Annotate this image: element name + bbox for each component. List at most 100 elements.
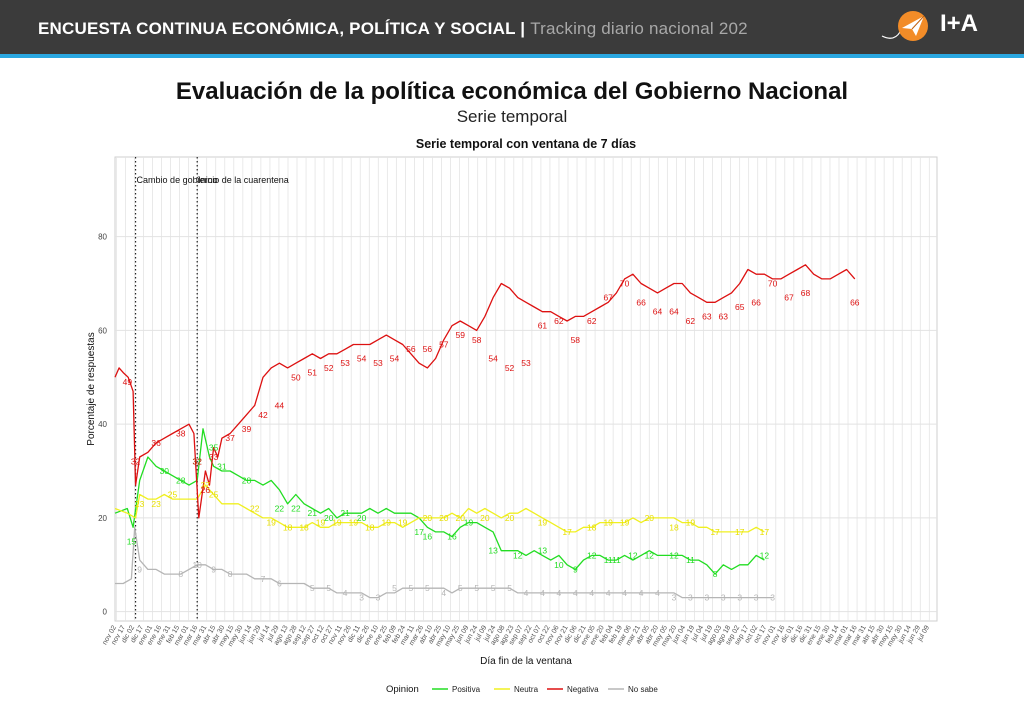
top-bar: ENCUESTA CONTINUA ECONÓMICA, POLÍTICA Y … [0,0,1024,54]
data-label-neutra: 19 [620,518,630,528]
data-label-negativa: 56 [406,344,416,354]
data-label-positiva: 17 [414,527,424,537]
data-label-negativa: 70 [768,279,778,289]
data-label-no-sabe: 5 [409,583,414,593]
brand-separator: | [520,19,526,38]
data-label-negativa: 53 [340,358,350,368]
data-label-neutra: 18 [669,522,679,532]
data-label-positiva: 22 [291,504,301,514]
annotation-label: Inicio de la cuarentena [198,175,289,185]
data-label-no-sabe: 10 [192,560,202,570]
data-label-neutra: 18 [587,522,597,532]
legend-label-positiva: Positiva [452,685,481,694]
data-label-negativa: 61 [538,321,548,331]
data-label-neutra: 20 [645,513,655,523]
data-label-no-sabe: 5 [425,583,430,593]
data-label-no-sabe: 3 [688,593,693,603]
data-label-negativa: 26 [201,485,211,495]
legend-label-no-sabe: No sabe [628,685,658,694]
data-label-neutra: 20 [480,513,490,523]
data-label-neutra: 22 [250,504,260,514]
data-label-negativa: 63 [719,311,729,321]
data-label-positiva: 28 [176,475,186,485]
data-label-neutra: 27 [201,480,211,490]
data-label-positiva: 16 [423,532,433,542]
data-label-no-sabe: 4 [540,588,545,598]
data-label-neutra: 19 [686,518,696,528]
data-label-positiva: 32 [192,457,202,467]
top-bar-accent [0,54,1024,58]
data-label-neutra: 20 [439,513,449,523]
data-label-no-sabe: 3 [672,593,677,603]
data-label-positiva: 12 [645,550,655,560]
data-label-no-sabe: 9 [211,564,216,574]
data-label-negativa: 53 [373,358,383,368]
data-label-no-sabe: 4 [524,588,529,598]
data-label-neutra: 25 [168,489,178,499]
data-label-negativa: 33 [209,452,219,462]
data-label-no-sabe: 4 [573,588,578,598]
data-label-neutra: 17 [760,527,770,537]
data-label-negativa: 56 [423,344,433,354]
data-label-negativa: 67 [603,293,613,303]
data-label-no-sabe: 3 [359,593,364,603]
data-label-neutra: 19 [349,518,359,528]
data-label-neutra: 17 [710,527,720,537]
data-label-neutra: 18 [283,522,293,532]
y-tick-label: 0 [103,608,108,617]
data-label-neutra: 19 [316,518,326,528]
data-label-neutra: 25 [209,489,219,499]
data-label-neutra: 19 [266,518,276,528]
data-label-positiva: 11 [604,555,613,565]
legend-label-neutra: Neutra [514,685,539,694]
data-label-no-sabe: 5 [491,583,496,593]
data-label-neutra: 23 [151,499,161,509]
data-label-positiva: 19 [464,518,474,528]
data-label-negativa: 64 [669,307,679,317]
data-label-negativa: 54 [390,354,400,364]
data-label-no-sabe: 4 [622,588,627,598]
time-series-chart: Serie temporal con ventana de 7 días 0 20 4… [86,137,938,695]
data-label-negativa: 51 [308,368,318,378]
data-label-no-sabe: 3 [704,593,709,603]
data-label-negativa: 67 [784,293,794,303]
annotation-label: Cambio de gobierno [137,175,218,185]
data-label-positiva: 12 [669,550,679,560]
plot-panel [114,156,938,622]
data-label-neutra: 19 [382,518,392,528]
data-label-neutra: 18 [365,522,375,532]
data-label-no-sabe: 8 [178,569,183,579]
data-label-no-sabe: 4 [606,588,611,598]
data-label-negativa: 62 [554,316,564,326]
legend-title: Opinion [386,684,419,695]
chart-title: Serie temporal con ventana de 7 días [416,137,636,151]
data-label-neutra: 19 [603,518,613,528]
data-label-positiva: 31 [217,461,227,471]
data-label-negativa: 44 [275,400,285,410]
data-label-negativa: 50 [291,372,301,382]
legend-label-negativa: Negativa [567,685,599,694]
data-label-positiva: 20 [357,513,367,523]
data-label-positiva: 12 [513,550,523,560]
data-label-positiva: 13 [488,546,498,556]
data-label-negativa: 36 [151,438,161,448]
series-line-positiva [114,428,765,575]
data-label-neutra: 17 [735,527,745,537]
data-label-no-sabe: 6 [277,579,282,589]
data-label-negativa: 70 [620,279,630,289]
data-label-no-sabe: 7 [261,574,266,584]
data-label-positiva: 11 [612,555,621,565]
logo-text: I+A [940,10,979,37]
data-label-negativa: 68 [801,288,811,298]
data-label-positiva: 28 [242,475,252,485]
data-label-negativa: 53 [521,358,531,368]
data-label-negativa: 62 [587,316,597,326]
data-label-negativa: 57 [439,339,449,349]
data-label-positiva: 30 [160,466,170,476]
data-label-neutra: 20 [423,513,433,523]
y-axis-title: Porcentaje de respuestas [86,332,97,445]
data-label-negativa: 38 [176,429,186,439]
data-label-positiva: 21 [308,508,318,518]
brand-title-text: ENCUESTA CONTINUA ECONÓMICA, POLÍTICA Y … [38,19,516,38]
data-label-no-sabe: 5 [326,583,331,593]
